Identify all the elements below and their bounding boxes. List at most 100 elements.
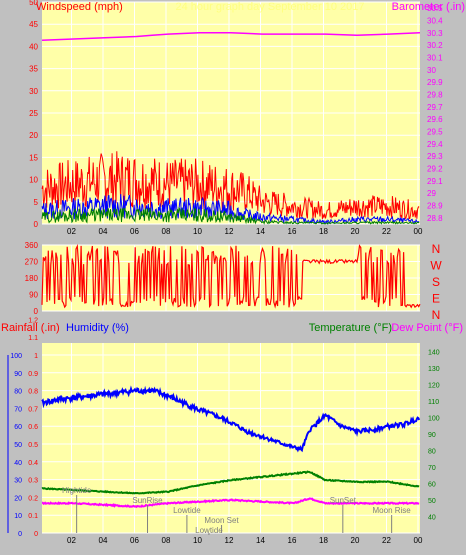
temperature-tick-label: 130 xyxy=(428,366,440,373)
barometer-line xyxy=(41,32,421,41)
rainfall-tick-label: 0.6 xyxy=(28,424,38,431)
windspeed-tick-label: 50 xyxy=(29,0,38,7)
barometer-axis-label: Barometer (.in) xyxy=(392,1,465,13)
humidity-tick-label: 100 xyxy=(10,353,22,360)
humidity-tick-label: 80 xyxy=(14,389,22,396)
windspeed-tick-label: 25 xyxy=(29,109,38,118)
barometer-tick-label: 29.8 xyxy=(427,91,443,100)
x-tick-label: 02 xyxy=(67,227,76,236)
astro-label: Lowtide xyxy=(195,526,223,535)
barometer-tick-label: 29.6 xyxy=(427,115,443,124)
barometer-tick-label: 30.1 xyxy=(427,54,443,63)
humidity-tick-label: 30 xyxy=(14,478,22,485)
compass-label: W xyxy=(430,259,442,273)
rainfall-tick-label: 0.3 xyxy=(28,478,38,485)
x-tick-label: 18 xyxy=(319,227,328,236)
plot-area-3 xyxy=(42,343,420,533)
humidity-tick-label: 20 xyxy=(14,495,22,502)
humidity-series xyxy=(41,385,421,453)
compass-label: N xyxy=(432,308,441,322)
rainfall-tick-label: 0.2 xyxy=(28,495,38,502)
rainfall-tick-label: 1 xyxy=(34,353,38,360)
direction-tick-label: 90 xyxy=(29,291,38,300)
humidity-tick-label: 40 xyxy=(14,460,22,467)
direction-tick-label: 360 xyxy=(25,241,39,250)
barometer-tick-label: 29.4 xyxy=(427,140,443,149)
barometer-tick-label: 29.2 xyxy=(427,165,443,174)
x-tick-label: 20 xyxy=(351,536,360,545)
dewpoint-series xyxy=(42,497,420,509)
windspeed-series xyxy=(41,194,420,225)
rainfall-tick-label: 0.8 xyxy=(28,389,38,396)
rainfall-tick-label: 0.9 xyxy=(28,371,38,378)
direction-tick-label: 0 xyxy=(34,307,39,316)
windspeed-tick-label: 40 xyxy=(29,42,38,51)
x-tick-label: 18 xyxy=(319,536,328,545)
x-tick-label: 04 xyxy=(99,227,108,236)
x-tick-label: 08 xyxy=(162,536,171,545)
barometer-tick-label: 30.3 xyxy=(427,29,443,38)
x-tick-label: 12 xyxy=(225,227,234,236)
temperature-tick-label: 140 xyxy=(428,349,440,356)
barometer-tick-label: 29.9 xyxy=(427,78,443,87)
barometer-tick-label: 28.9 xyxy=(427,202,443,211)
windspeed-axis-label: Windspeed (mph) xyxy=(36,1,123,13)
barometer-tick-label: 29.1 xyxy=(427,177,443,186)
x-tick-label: 02 xyxy=(67,536,76,545)
temperature-tick-label: 50 xyxy=(428,498,436,505)
temperature-tick-label: 120 xyxy=(428,382,440,389)
windspeed-tick-label: 0 xyxy=(34,220,39,229)
humidity-tick-label: 0 xyxy=(18,531,22,538)
x-tick-label: 16 xyxy=(288,536,297,545)
average-wind-series xyxy=(41,206,420,225)
wind-direction-series xyxy=(41,243,421,309)
temperature-tick-label: 40 xyxy=(428,514,436,521)
x-tick-label: 10 xyxy=(193,227,202,236)
windspeed-tick-label: 45 xyxy=(29,20,38,29)
x-tick-label: 00 xyxy=(414,227,423,236)
x-tick-label: 20 xyxy=(351,227,360,236)
rainfall-tick-label: 0 xyxy=(34,531,38,538)
rainfall-tick-label: 0.4 xyxy=(28,460,38,467)
barometer-tick-label: 28.8 xyxy=(427,214,443,223)
x-tick-label: 06 xyxy=(130,536,139,545)
temperature-tick-label: 60 xyxy=(428,481,436,488)
windspeed-tick-label: 15 xyxy=(29,153,38,162)
temperature-tick-label: 100 xyxy=(428,415,440,422)
barometer-tick-label: 29.5 xyxy=(427,128,443,137)
barometer-tick-label: 30 xyxy=(427,66,436,75)
barometer-tick-label: 29.3 xyxy=(427,152,443,161)
rainfall-tick-label: 1.2 xyxy=(28,317,38,324)
rainfall-tick-label: 1.1 xyxy=(28,335,38,342)
temperature-tick-label: 70 xyxy=(428,465,436,472)
temperature-series xyxy=(41,470,420,495)
temperature-tick-label: 110 xyxy=(428,399,439,406)
barometer-tick-label: 30.2 xyxy=(427,41,443,50)
compass-label: E xyxy=(432,292,440,306)
astro-label: Moon Rise xyxy=(373,506,412,515)
rainfall-tick-label: 0.1 xyxy=(28,513,38,520)
x-tick-label: 04 xyxy=(99,536,108,545)
x-tick-label: 06 xyxy=(130,227,139,236)
humidity-tick-label: 70 xyxy=(14,406,22,413)
direction-tick-label: 270 xyxy=(25,258,39,267)
x-tick-label: 16 xyxy=(288,227,297,236)
astro-label: SunRise xyxy=(132,496,163,505)
barometer-tick-label: 29 xyxy=(427,189,436,198)
barometer-tick-label: 30.5 xyxy=(427,4,443,13)
temperature-axis-label: Temperature (°F) xyxy=(309,322,392,334)
rainfall-tick-label: 0.7 xyxy=(28,406,38,413)
chart-title: 24 hour graph day September 10 2017 xyxy=(176,1,365,13)
astro-label: Hightide xyxy=(62,486,92,495)
astro-label: Moon Set xyxy=(204,516,239,525)
x-tick-label: 22 xyxy=(382,227,391,236)
barometer-tick-label: 29.7 xyxy=(427,103,443,112)
x-tick-label: 00 xyxy=(414,536,423,545)
windspeed-tick-label: 20 xyxy=(29,131,38,140)
x-tick-label: 12 xyxy=(225,536,234,545)
compass-label: S xyxy=(432,275,440,289)
windspeed-tick-label: 35 xyxy=(29,65,38,74)
windspeed-tick-label: 10 xyxy=(29,176,38,185)
x-tick-label: 10 xyxy=(193,536,202,545)
